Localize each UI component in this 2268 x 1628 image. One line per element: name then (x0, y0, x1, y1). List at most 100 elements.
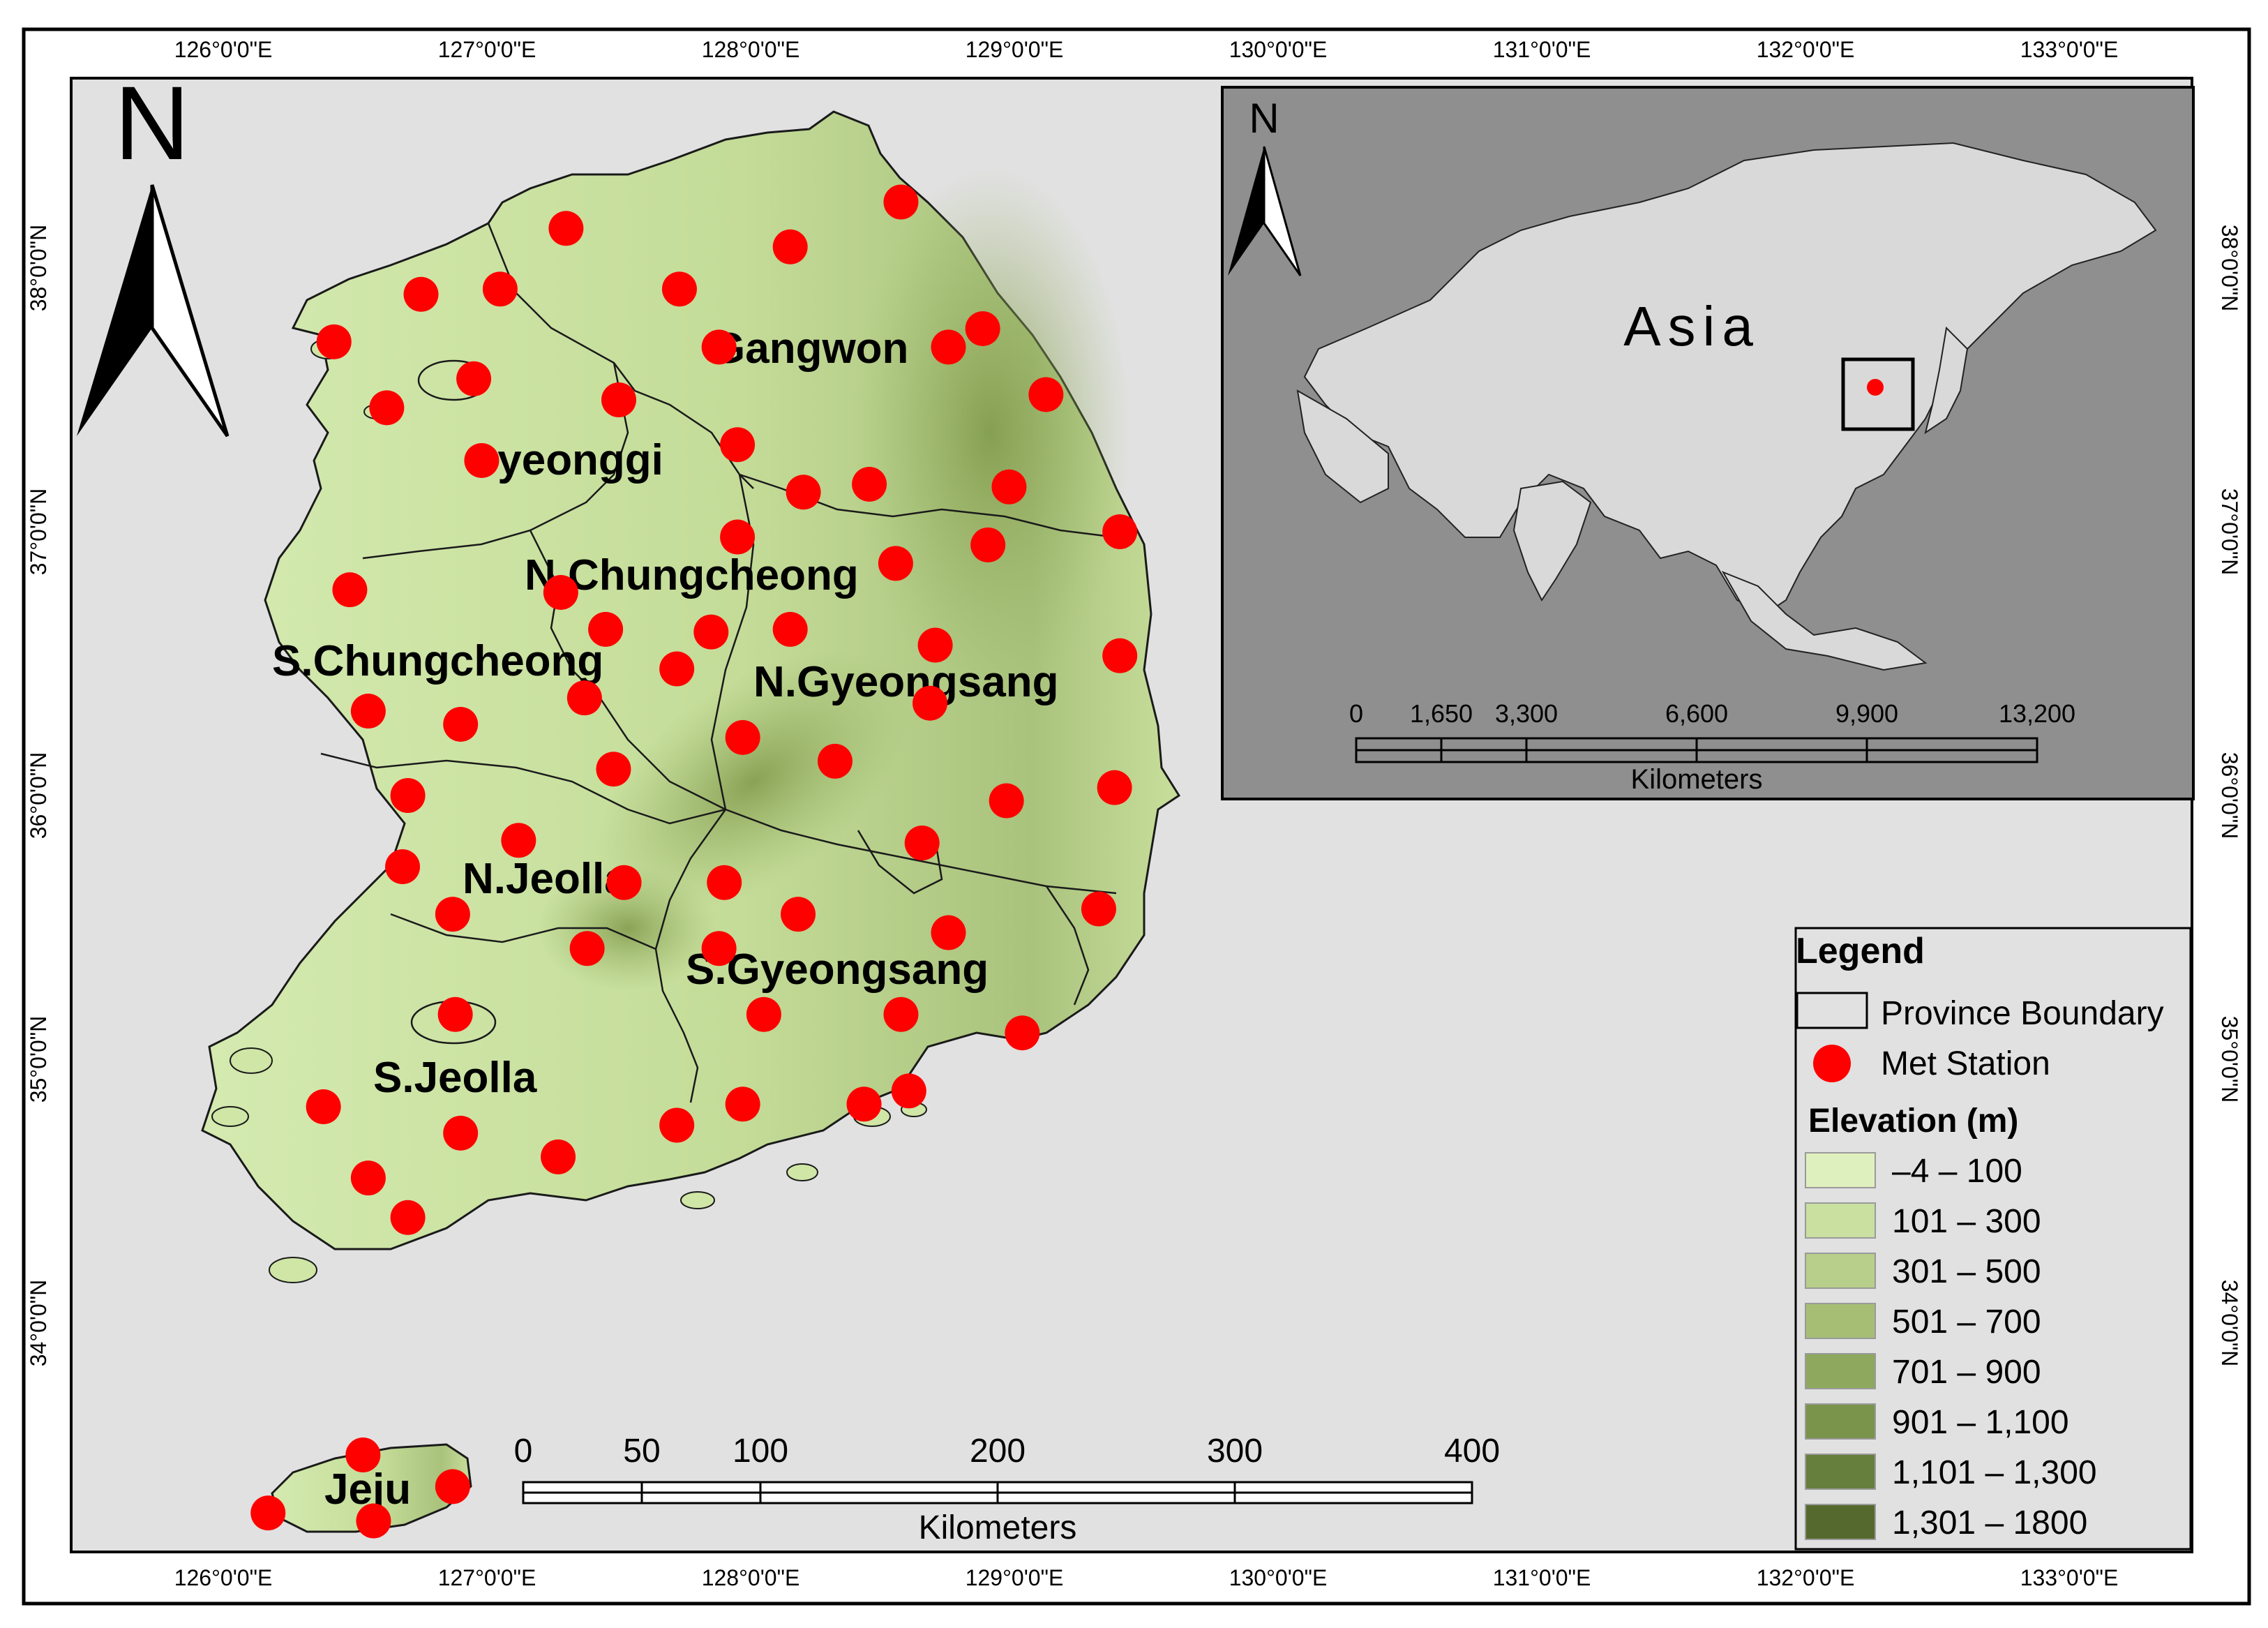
lon-label-top: 131°0'0"E (1493, 37, 1591, 62)
met-station-marker (989, 783, 1024, 819)
lat-label-right: 36°0'0"N (2217, 752, 2242, 839)
met-station-marker (1097, 770, 1132, 805)
met-station-marker (306, 1089, 341, 1125)
met-station-marker (852, 466, 887, 502)
lon-label-top: 133°0'0"E (2020, 37, 2119, 62)
met-station-marker (566, 680, 602, 716)
legend-boundary-label: Province Boundary (1881, 995, 2164, 1032)
met-station-marker (659, 1107, 695, 1143)
met-station-marker (345, 1437, 381, 1472)
legend-elevation-swatch (1805, 1152, 1876, 1188)
lat-label-left: 35°0'0"N (26, 1016, 51, 1103)
legend-station-symbol (1813, 1045, 1851, 1082)
legend-elevation-label: 1,301 – 1800 (1892, 1504, 2087, 1541)
met-station-marker (601, 382, 636, 417)
legend-elevation-swatch (1805, 1303, 1876, 1339)
met-station-marker (435, 1469, 470, 1504)
province-label-gangwon: Gangwon (712, 324, 908, 373)
met-station-marker (878, 546, 913, 581)
legend-boundary-swatch (1796, 992, 1868, 1029)
inset-scale-tick-3300: 3,300 (1495, 699, 1558, 728)
met-station-marker (931, 329, 966, 365)
arabian-peninsula (1296, 389, 1389, 504)
met-station-marker (501, 823, 536, 858)
met-station-marker (548, 211, 584, 246)
lon-label-top: 129°0'0"E (966, 37, 1064, 62)
met-station-marker (707, 865, 742, 900)
jeju-island (271, 1443, 472, 1533)
met-station-marker (817, 743, 853, 779)
legend-elevation-swatch (1805, 1253, 1876, 1289)
province-labels: Gangwon Gyeonggi N.Chungcheong S.Chungch… (272, 324, 1059, 1514)
legend-elevation-label: 701 – 900 (1892, 1354, 2041, 1391)
sobaek-ridge (594, 650, 913, 913)
legend-elevation-title: Elevation (m) (1808, 1103, 2018, 1140)
scale-tick-300: 300 (1207, 1433, 1263, 1470)
inset-scale-tick-0: 0 (1349, 699, 1363, 728)
north-arrow: N (77, 64, 230, 438)
met-station-marker (356, 1503, 391, 1539)
met-station-marker (883, 184, 919, 220)
met-station-marker (1081, 891, 1116, 927)
lon-label-bottom: 129°0'0"E (966, 1565, 1064, 1590)
met-station-marker (786, 475, 821, 510)
legend-elevation-swatch (1805, 1202, 1876, 1239)
india-subcontinent (1512, 480, 1592, 602)
lon-label-bottom: 132°0'0"E (1757, 1565, 1855, 1590)
asia-landmass (1303, 142, 2157, 615)
province-label-s-jeolla: S.Jeolla (373, 1054, 537, 1102)
inset-continent-label: Asia (1623, 295, 1760, 357)
scale-tick-50: 50 (623, 1433, 660, 1470)
met-station-marker (701, 329, 737, 365)
met-station-marker (541, 1139, 576, 1174)
inset-study-area-box (1841, 357, 1915, 431)
met-station-marker (720, 427, 756, 463)
met-station-marker (443, 706, 479, 742)
legend-elevation-label: 1,101 – 1,300 (1892, 1454, 2097, 1491)
met-station-marker (482, 271, 518, 307)
lon-label-top: 132°0'0"E (1757, 37, 1855, 62)
met-station-marker (385, 849, 421, 885)
met-station-marker (569, 931, 605, 966)
met-station-marker (1102, 514, 1138, 549)
met-station-marker (746, 996, 781, 1032)
legend-elevation-classes: –4 – 100 101 – 300 301 – 500 501 – 700 701 –… (1805, 1152, 2097, 1541)
met-station-marker (464, 442, 500, 478)
met-station-marker (965, 311, 1000, 346)
met-station-marker (772, 611, 808, 647)
lat-label-left: 38°0'0"N (26, 225, 51, 312)
province-label-n-chungcheong: N.Chungcheong (525, 551, 859, 599)
legend-elevation-label: 301 – 500 (1892, 1253, 2041, 1290)
met-station-marker (316, 324, 352, 359)
lon-label-top: 126°0'0"E (174, 37, 273, 62)
inset-north-arrow-icon (1228, 147, 1264, 276)
lat-label-right: 38°0'0"N (2217, 225, 2242, 312)
lat-label-left: 34°0'0"N (26, 1280, 51, 1367)
lat-label-right: 37°0'0"N (2217, 488, 2242, 576)
met-station-marker (456, 361, 492, 396)
met-station-marker (913, 685, 948, 721)
japan-islands (1924, 326, 1969, 435)
inset-scale-unit: Kilometers (1631, 764, 1763, 795)
scale-unit: Kilometers (919, 1509, 1077, 1546)
lon-label-bottom: 126°0'0"E (174, 1565, 273, 1590)
lat-label-left: 36°0'0"N (26, 752, 51, 839)
legend-elevation-swatch (1805, 1403, 1876, 1440)
met-station-marker (720, 519, 756, 555)
legend-title: Legend (1796, 931, 1925, 971)
met-station-marker (403, 276, 439, 312)
met-station-marker (781, 897, 816, 932)
met-station-marker (931, 915, 966, 950)
north-arrow-label: N (114, 64, 190, 181)
inset-scale-tick-9900: 9,900 (1835, 699, 1898, 728)
met-station-marker (701, 931, 737, 966)
met-station-marker (772, 229, 808, 264)
met-station-marker (725, 719, 760, 755)
met-station-marker (588, 611, 624, 647)
met-station-marker (846, 1086, 882, 1122)
met-station-marker (606, 865, 642, 900)
met-station-marker (904, 826, 940, 861)
met-station-marker (1028, 377, 1064, 412)
southeast-asia (1721, 571, 1928, 671)
